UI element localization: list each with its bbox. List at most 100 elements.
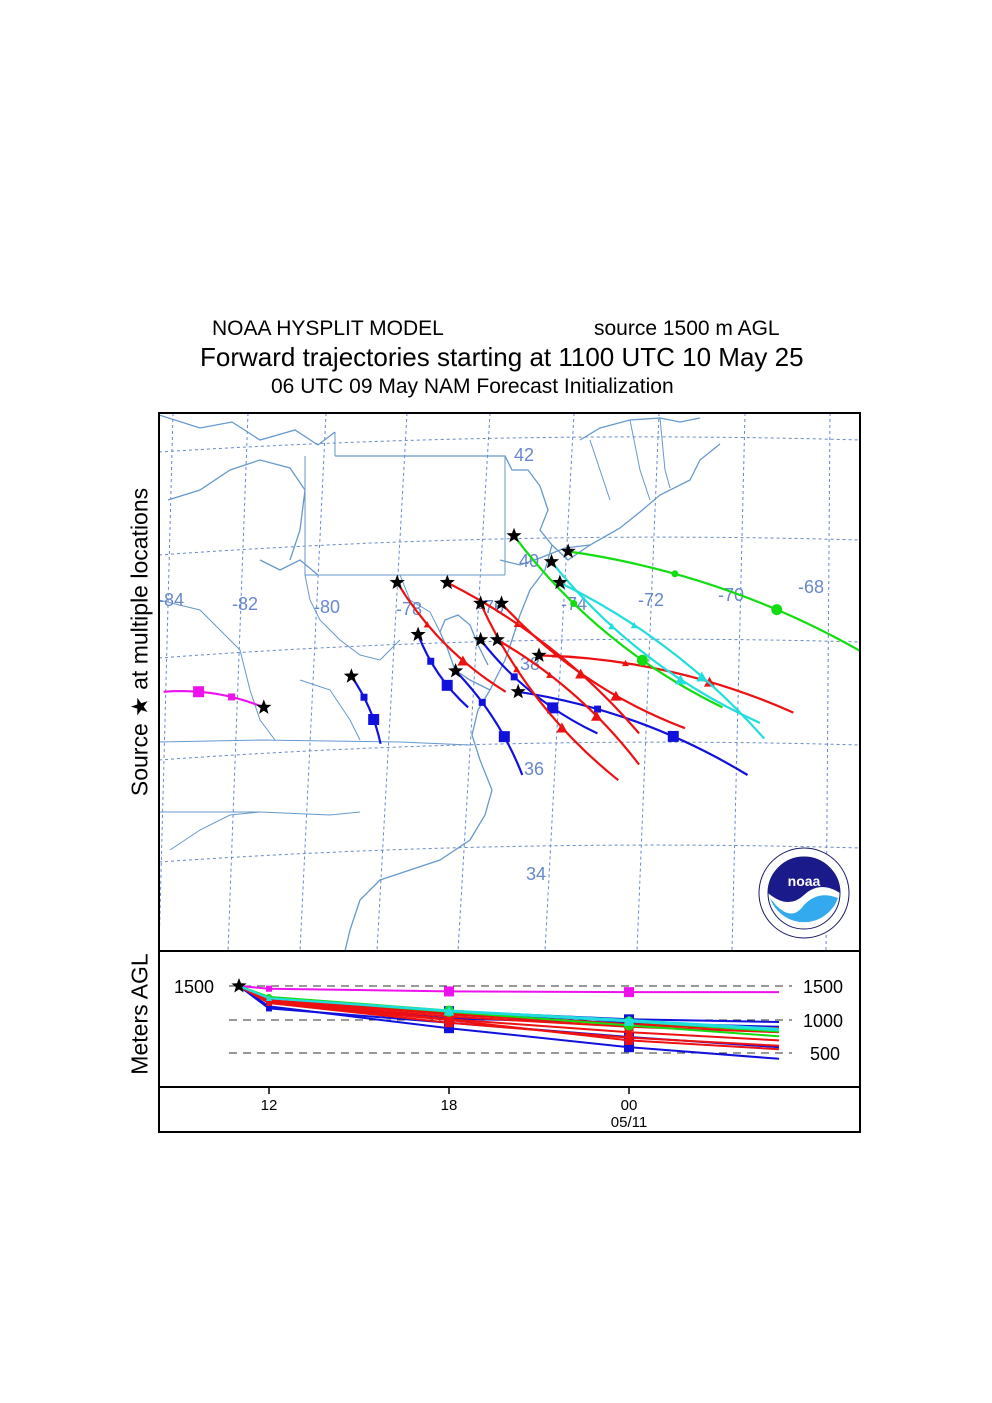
- source-star: [510, 683, 526, 699]
- map-trajectory-line: [454, 670, 524, 776]
- height-trajectory-line: [238, 985, 780, 1060]
- map-trajectory-marker: [498, 731, 510, 743]
- height-trajectory-line: [238, 985, 779, 994]
- map-trajectory-line: [350, 675, 382, 745]
- height-tick-left: 1500: [174, 977, 214, 997]
- map-trajectory-marker: [423, 621, 431, 628]
- map-trajectory-line: [446, 581, 640, 735]
- lat-label: 38: [520, 654, 540, 674]
- height-trajectory-marker: [624, 987, 634, 998]
- lon-label: -82: [232, 594, 258, 614]
- map-trajectory-marker: [547, 702, 559, 714]
- map-frame: [158, 412, 861, 952]
- height-tick-right: 1000: [803, 1011, 843, 1031]
- time-axis-panel: 12 18 00 05/11: [158, 1086, 861, 1133]
- height-trajectory-marker: [444, 1023, 454, 1034]
- noaa-logo-text: noaa: [788, 873, 821, 889]
- map-trajectory-marker: [610, 690, 622, 701]
- lat-label: 40: [519, 551, 539, 571]
- map-trajectory-marker: [703, 676, 715, 687]
- height-trajectory-marker: [266, 985, 272, 992]
- coastline: [159, 414, 721, 951]
- height-trajectories: [231, 978, 780, 1060]
- map-trajectory-marker: [636, 654, 648, 666]
- source-height: source 1500 m AGL: [594, 317, 780, 340]
- height-trajectory-marker: [266, 995, 272, 1001]
- height-trajectory-marker: [624, 1035, 634, 1045]
- height-trajectory-marker: [266, 1005, 272, 1012]
- source-star: [343, 668, 359, 683]
- height-trajectory-marker: [624, 1016, 634, 1026]
- source-star: [489, 631, 505, 647]
- map-trajectory-line: [559, 581, 766, 740]
- height-source-star: [231, 978, 247, 993]
- map-trajectory-marker: [696, 671, 708, 682]
- lon-label: -68: [798, 577, 824, 597]
- map-trajectory-marker: [667, 730, 679, 742]
- map-trajectory-marker: [608, 622, 616, 630]
- map-geography: noaa: [159, 413, 860, 951]
- source-star: [560, 543, 576, 558]
- map-trajectory-line: [568, 550, 860, 653]
- map-trajectory-marker: [771, 604, 783, 616]
- source-star: [256, 699, 272, 714]
- map-trajectory-line: [417, 634, 469, 709]
- lon-label: -84: [158, 590, 184, 610]
- lon-label: -72: [638, 590, 664, 610]
- lat-label: 36: [524, 759, 544, 779]
- map-trajectory-marker: [513, 620, 521, 628]
- source-star: [439, 574, 455, 590]
- chart-subtitle: 06 UTC 09 May NAM Forecast Initializatio…: [271, 375, 674, 398]
- source-star: [543, 553, 560, 569]
- chart-title: Forward trajectories starting at 1100 UT…: [200, 342, 804, 372]
- map-trajectory-line: [163, 689, 265, 709]
- height-trajectory-marker: [444, 986, 454, 997]
- height-trajectory-marker: [444, 1006, 454, 1016]
- source-star: [410, 626, 426, 642]
- map-trajectory-marker: [674, 674, 686, 685]
- date-label: 05/11: [611, 1114, 647, 1131]
- map-trajectory-line: [500, 602, 686, 730]
- lat-label: 34: [526, 864, 546, 884]
- map-grid-labels: -84 -82 -80 -78 -76 -74 -72 -70 -68 42 4…: [158, 445, 824, 884]
- map-trajectory-marker: [478, 698, 486, 706]
- source-star: [473, 595, 489, 610]
- map-trajectory-marker: [513, 665, 521, 673]
- height-trajectory-marker: [624, 1027, 634, 1037]
- lon-label: -78: [396, 599, 422, 619]
- source-star: [448, 663, 464, 678]
- time-ticks: [268, 1087, 630, 1094]
- map-trajectory-line: [550, 561, 761, 725]
- map-trajectory-marker: [360, 693, 368, 701]
- height-tick-labels: 1500 1500 1000 500: [174, 977, 843, 1064]
- height-trajectory-marker: [624, 1042, 634, 1053]
- map-trajectory-marker: [570, 599, 578, 607]
- height-panel: 1500 1500 1000 500: [158, 950, 861, 1088]
- map-trajectory-line: [518, 690, 749, 776]
- noaa-logo: noaa: [758, 847, 850, 939]
- latitude-grid: [159, 436, 860, 863]
- map-trajectory-marker: [546, 671, 554, 678]
- map-panel: noaa -84 -82 -80 -78 -76 -74 -72 -70 -68…: [158, 412, 861, 952]
- map-trajectory-line: [496, 638, 640, 766]
- map-trajectory-marker: [228, 693, 236, 701]
- time-tick-label: 00: [621, 1097, 638, 1114]
- model-name: NOAA HYSPLIT MODEL: [212, 317, 444, 340]
- map-trajectory-marker: [630, 621, 638, 629]
- source-star: [552, 574, 568, 590]
- source-star: [531, 647, 547, 662]
- map-trajectory-marker: [590, 710, 602, 721]
- source-star: [389, 574, 405, 590]
- map-trajectory-marker: [594, 705, 602, 713]
- time-axis-frame: [158, 1086, 861, 1133]
- height-trajectory-marker: [266, 998, 272, 1004]
- height-tick-right: 500: [810, 1044, 840, 1064]
- map-trajectory-line: [396, 582, 507, 693]
- map-trajectory-line: [513, 535, 723, 709]
- map-trajectory-marker: [510, 673, 518, 681]
- map-trajectory-marker: [457, 655, 469, 666]
- lon-label: -80: [314, 597, 340, 617]
- time-tick-labels: 12 18 00 05/11: [261, 1097, 648, 1131]
- map-trajectory-marker: [193, 686, 205, 698]
